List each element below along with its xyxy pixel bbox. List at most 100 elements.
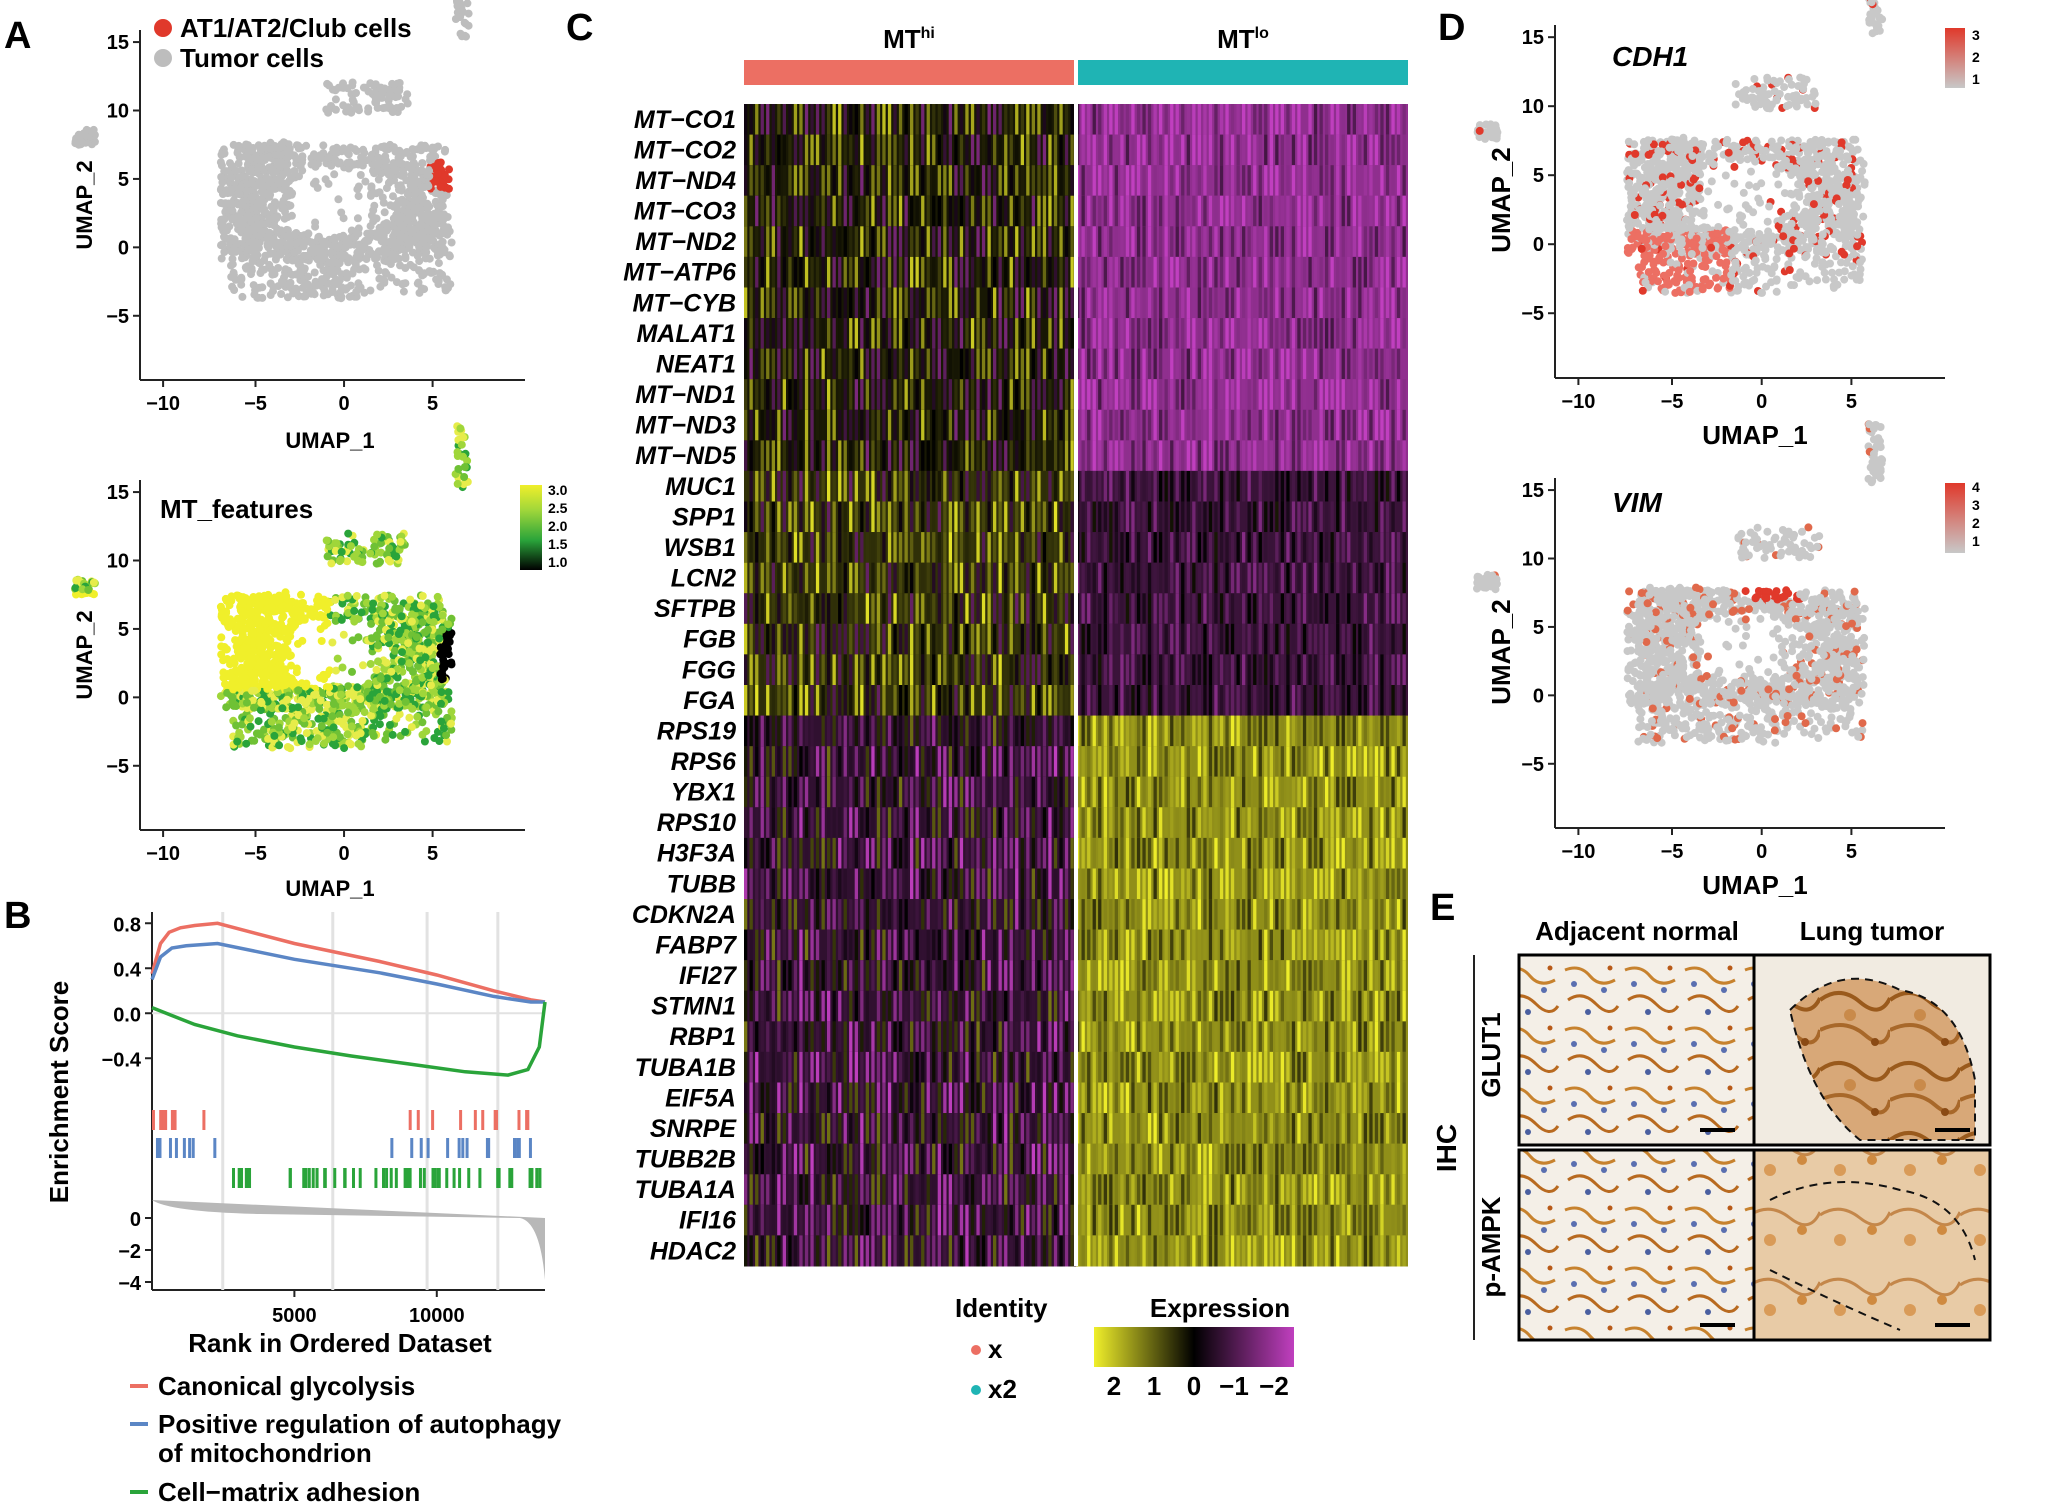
- heat-cell: [970, 165, 975, 197]
- heat-cell: [882, 470, 886, 502]
- heat-cell: [1308, 134, 1312, 166]
- heat-cell: [904, 134, 908, 166]
- heat-cell: [1269, 409, 1273, 441]
- umap-point: [319, 141, 328, 150]
- heat-cell: [1042, 134, 1047, 166]
- heat-cell: [1004, 409, 1008, 441]
- heat-cell: [998, 165, 1002, 197]
- umap-point: [352, 592, 361, 600]
- heat-cell: [821, 409, 825, 441]
- umap-point: [434, 707, 443, 716]
- heat-cell: [1059, 318, 1063, 350]
- heat-cell: [766, 287, 770, 319]
- heat-cell: [1286, 348, 1290, 380]
- heat-cell: [821, 226, 825, 258]
- heat-cell: [1203, 470, 1207, 502]
- heat-cell: [849, 409, 853, 441]
- heat-cell: [1087, 195, 1091, 227]
- heat-cell: [1297, 165, 1301, 197]
- heat-cell: [937, 287, 941, 319]
- heat-cell: [915, 318, 919, 350]
- heat-cell: [1396, 256, 1401, 288]
- heat-cell: [1114, 165, 1118, 197]
- heat-cell: [771, 470, 775, 502]
- heat-cell: [854, 287, 858, 319]
- heat-cell: [1219, 470, 1224, 502]
- heat-cell: [915, 470, 919, 502]
- heat-cell: [1147, 409, 1152, 441]
- heat-cell: [1009, 104, 1013, 136]
- heat-cell: [921, 104, 925, 136]
- heat-cell: [1308, 470, 1312, 502]
- heat-cell: [860, 134, 864, 166]
- umap-point: [302, 729, 311, 738]
- umap-point: [389, 143, 398, 152]
- heat-cell: [1319, 226, 1323, 258]
- y-tick-label: 0: [130, 1209, 141, 1231]
- heat-cell: [1147, 256, 1152, 288]
- heat-cell: [1214, 165, 1218, 197]
- heat-cell: [1336, 195, 1340, 227]
- heat-cell: [1225, 318, 1229, 350]
- heat-cell: [755, 440, 759, 472]
- heat-cell: [1275, 440, 1279, 472]
- heat-cell: [838, 348, 842, 380]
- umap-point: [374, 175, 383, 184]
- umap-point: [288, 189, 297, 198]
- heat-cell: [1114, 256, 1118, 288]
- heat-cell: [1186, 440, 1190, 472]
- heat-cell: [1042, 409, 1047, 441]
- heat-cell: [1325, 256, 1329, 288]
- heat-cell: [887, 104, 892, 136]
- heat-cell: [1042, 287, 1047, 319]
- heat-cell: [1236, 134, 1240, 166]
- heat-cell: [865, 226, 869, 258]
- heat-cell: [1380, 409, 1384, 441]
- heat-cell: [782, 195, 786, 227]
- heat-cell: [827, 256, 831, 288]
- umap-point: [353, 683, 362, 692]
- heat-cell: [1363, 256, 1367, 288]
- heat-cell: [1053, 134, 1058, 166]
- heat-cell: [1247, 318, 1251, 350]
- heat-cell: [893, 104, 897, 136]
- heat-cell: [799, 226, 803, 258]
- umap-point: [433, 592, 442, 601]
- heat-cell: [1153, 165, 1157, 197]
- heat-cell: [843, 348, 847, 380]
- umap-point: [397, 612, 406, 621]
- heat-cell: [943, 379, 947, 411]
- heat-cell: [1313, 195, 1318, 227]
- heat-cell: [1059, 470, 1063, 502]
- heat-cell: [954, 409, 958, 441]
- heat-cell: [854, 104, 858, 136]
- heat-cell: [1352, 165, 1356, 197]
- panel-label-b: B: [4, 895, 31, 937]
- umap-point: [234, 159, 243, 168]
- heat-cell: [1059, 348, 1063, 380]
- heat-cell: [1208, 226, 1213, 258]
- umap-point: [380, 208, 389, 217]
- heat-cell: [1064, 379, 1069, 411]
- umap-point: [344, 529, 353, 538]
- heat-cell: [1098, 104, 1102, 136]
- umap-point: [447, 238, 456, 247]
- heat-cell: [854, 348, 858, 380]
- heat-cell: [1391, 165, 1395, 197]
- heat-cell: [1192, 409, 1196, 441]
- heat-cell: [1098, 379, 1102, 411]
- heat-cell: [1341, 134, 1345, 166]
- heat-cell: [948, 226, 952, 258]
- heat-cell: [827, 287, 831, 319]
- umap-point: [357, 608, 366, 617]
- heat-cell: [804, 104, 809, 136]
- heat-cell: [1186, 165, 1190, 197]
- umap-point: [283, 695, 292, 704]
- umap-point: [381, 268, 390, 277]
- heat-cell: [1225, 226, 1229, 258]
- heat-cell: [1164, 379, 1168, 411]
- heat-cell: [1175, 318, 1179, 350]
- heat-cell: [970, 440, 975, 472]
- heat-cell: [1363, 318, 1367, 350]
- umap-point: [329, 723, 338, 732]
